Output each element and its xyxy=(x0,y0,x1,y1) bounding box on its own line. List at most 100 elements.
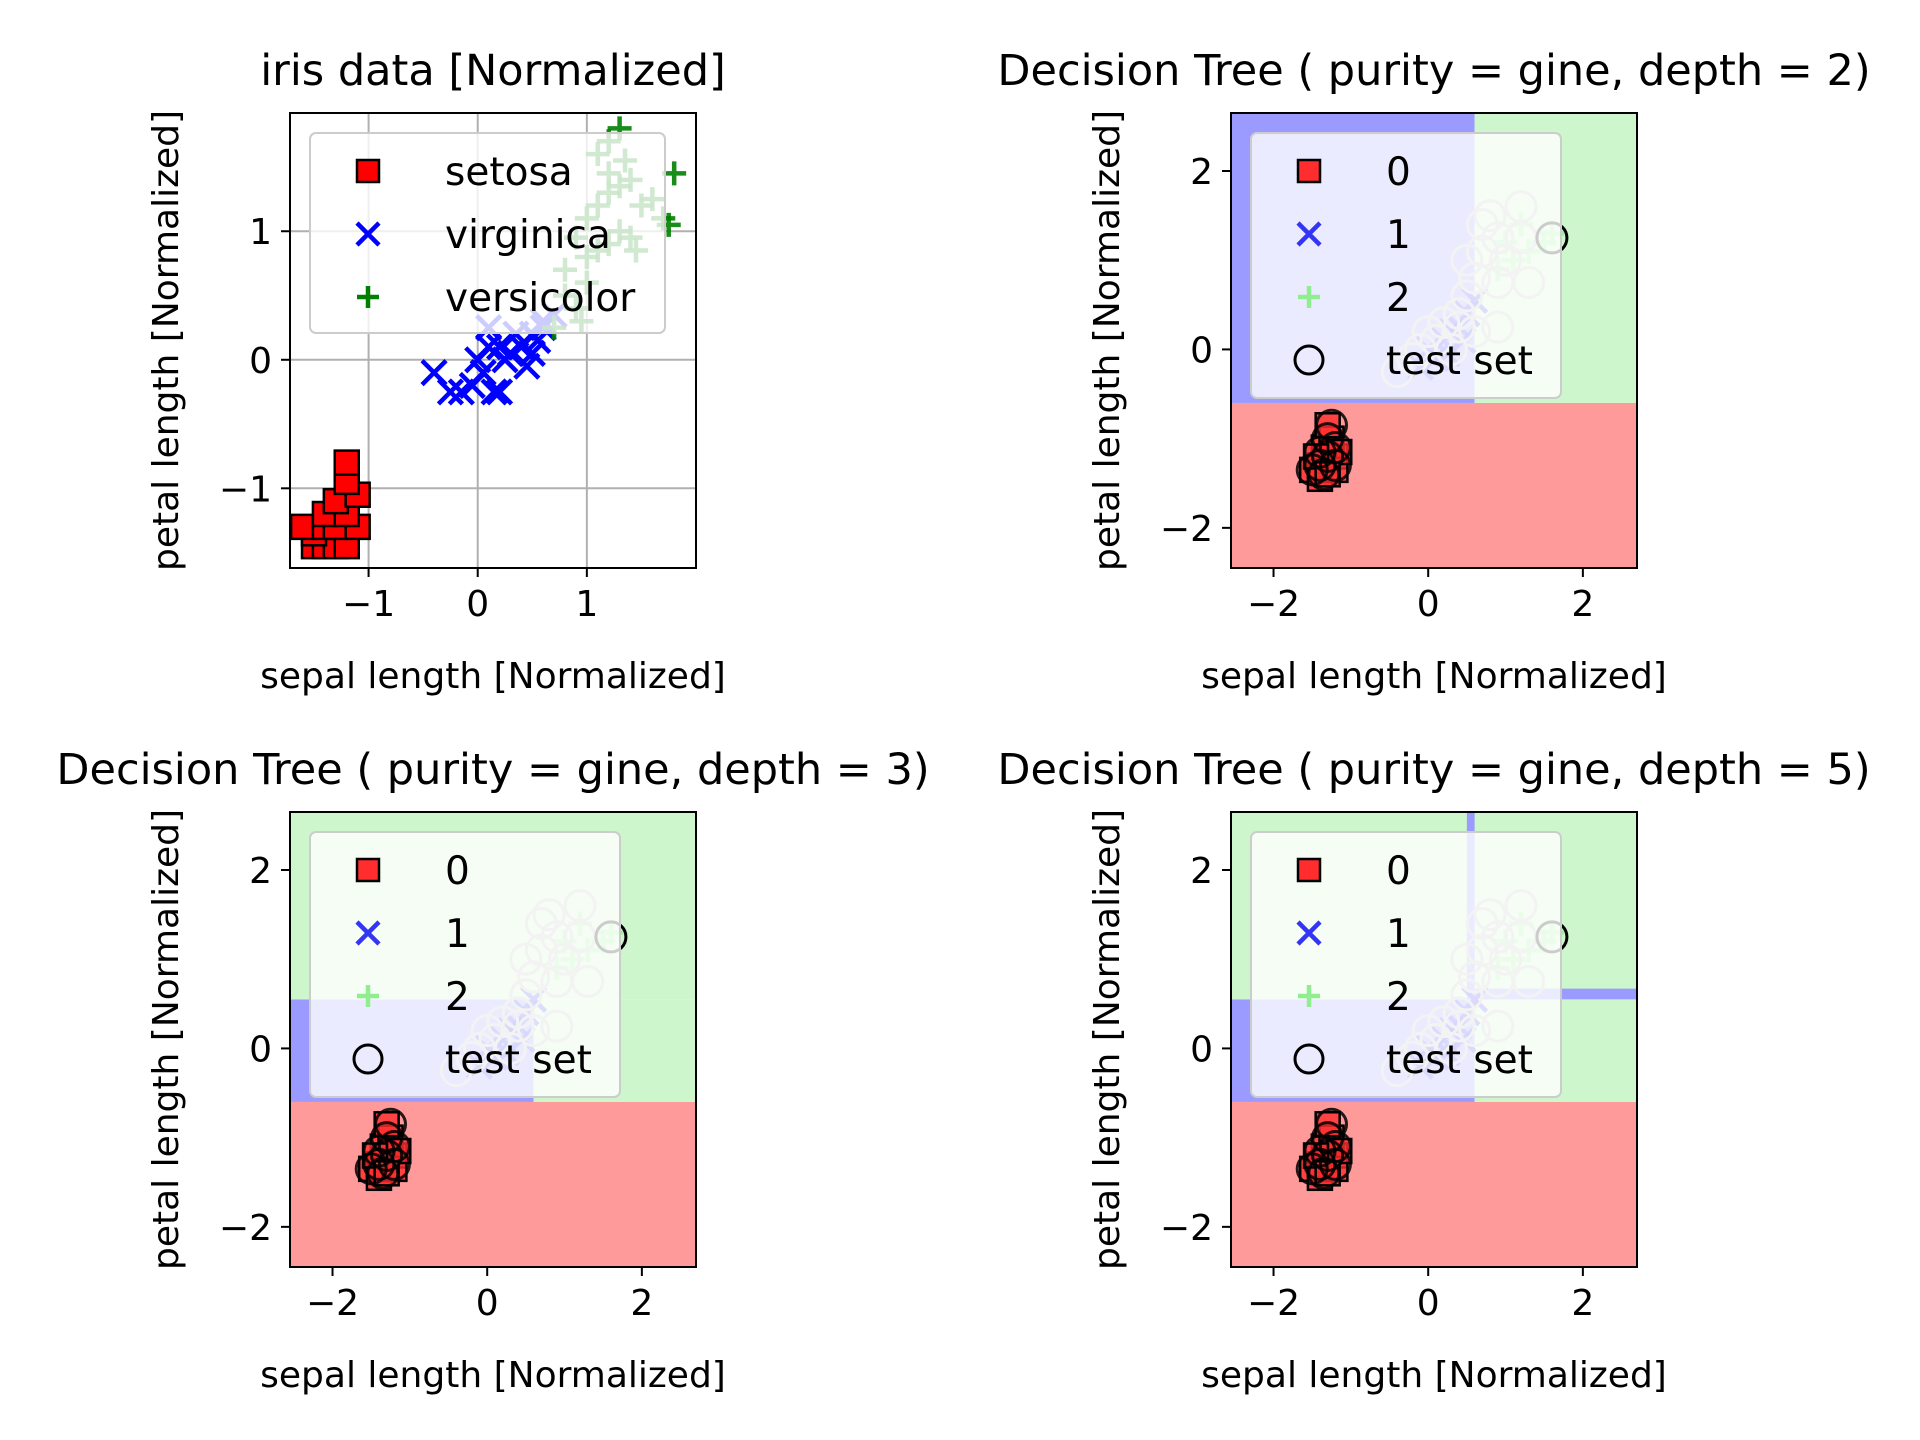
legend-label: versicolor xyxy=(445,276,636,321)
y-tick-label: −2 xyxy=(1160,1208,1213,1249)
legend-marker xyxy=(1293,1043,1325,1075)
test-point xyxy=(1318,1130,1352,1164)
legend-marker xyxy=(355,221,381,247)
chart-title: Decision Tree ( purity = gine, depth = 5… xyxy=(997,745,1870,795)
y-axis-label: petal length [Normalized] xyxy=(146,809,187,1270)
legend-marker xyxy=(1296,221,1322,247)
data-point xyxy=(513,352,541,380)
y-tick-label: 2 xyxy=(249,851,272,892)
y-tick-label: −2 xyxy=(1160,509,1213,550)
legend-marker xyxy=(1298,985,1320,1007)
legend-label: 0 xyxy=(1386,849,1411,894)
decision-region-0 xyxy=(1231,402,1637,568)
legend-marker xyxy=(1296,857,1322,883)
x-tick-label: −1 xyxy=(342,584,395,625)
legend-label: 1 xyxy=(1386,213,1411,258)
x-tick-label: −2 xyxy=(306,1283,359,1324)
decision-region-0 xyxy=(290,1101,696,1267)
y-tick-label: 0 xyxy=(1190,1029,1213,1070)
chart-panel-2: 0 1 2 test set −2 0 2 −2 0 2 sepal length [Normali… xyxy=(997,46,1870,697)
x-axis-label: sepal length [Normalized] xyxy=(260,656,726,697)
legend: 0 1 2 test set xyxy=(1250,132,1562,399)
test-point xyxy=(1318,448,1352,482)
legend-label: 1 xyxy=(445,912,470,957)
legend-label: test set xyxy=(445,1038,592,1083)
x-tick-label: 2 xyxy=(630,1283,653,1324)
legend-label: 0 xyxy=(1386,150,1411,195)
test-point xyxy=(1318,431,1352,465)
legend: 0 1 2 test set xyxy=(1250,831,1562,1098)
y-tick-label: 0 xyxy=(249,341,272,382)
x-axis-label: sepal length [Normalized] xyxy=(1201,1355,1667,1396)
data-point xyxy=(662,161,687,186)
test-point xyxy=(1307,457,1341,491)
legend-label: 2 xyxy=(445,975,470,1020)
y-tick-label: 1 xyxy=(249,212,272,253)
x-tick-label: 2 xyxy=(1571,584,1594,625)
legend-marker xyxy=(1293,344,1325,376)
legend-marker xyxy=(355,857,381,883)
x-tick-label: 0 xyxy=(1417,1283,1440,1324)
axes-frame xyxy=(289,811,697,1268)
test-point xyxy=(366,1156,400,1190)
y-axis-label: petal length [Normalized] xyxy=(1087,809,1128,1270)
y-axis-label: petal length [Normalized] xyxy=(146,110,187,571)
legend-label: virginica xyxy=(445,213,611,258)
chart-panel-1: setosa virginica versicolor −1 0 1 −1 0 1 sepal l… xyxy=(146,46,726,697)
y-tick-label: 2 xyxy=(1190,851,1213,892)
legend: 0 1 2 test set xyxy=(309,831,621,1098)
legend-marker xyxy=(1296,158,1322,184)
legend-marker xyxy=(352,1043,384,1075)
legend-label: 2 xyxy=(1386,276,1411,321)
legend-label: 0 xyxy=(445,849,470,894)
legend-box xyxy=(309,831,621,1098)
chart-panel-3: 0 1 2 test set −2 0 2 −2 0 2 sepal length [Normali… xyxy=(56,745,929,1396)
x-tick-label: 0 xyxy=(466,584,489,625)
chart-title: Decision Tree ( purity = gine, depth = 2… xyxy=(997,46,1870,96)
data-point xyxy=(485,333,514,361)
test-point xyxy=(1315,1107,1349,1141)
chart-title: Decision Tree ( purity = gine, depth = 3… xyxy=(56,745,929,795)
legend-label: setosa xyxy=(445,150,573,195)
legend-label: 2 xyxy=(1386,975,1411,1020)
data-point xyxy=(436,378,465,406)
legend-label: test set xyxy=(1386,1038,1533,1083)
y-tick-label: 2 xyxy=(1190,152,1213,193)
legend-box xyxy=(1250,132,1562,399)
x-tick-label: 0 xyxy=(476,1283,499,1324)
legend: setosa virginica versicolor xyxy=(309,132,666,334)
test-point xyxy=(1311,1138,1345,1172)
x-axis-label: sepal length [Normalized] xyxy=(260,1355,726,1396)
x-tick-label: −2 xyxy=(1247,584,1300,625)
data-point xyxy=(333,449,361,476)
axes-frame xyxy=(289,112,697,569)
legend-box xyxy=(1250,831,1562,1098)
legend-label: test set xyxy=(1386,339,1533,384)
chart-panel-4: 0 1 2 test set −2 0 2 −2 0 2 sepal length [Normali… xyxy=(997,745,1870,1396)
legend-marker xyxy=(1298,286,1320,308)
test-point xyxy=(374,1107,408,1141)
x-tick-label: 1 xyxy=(575,584,598,625)
data-point xyxy=(480,378,508,406)
decision-region-0 xyxy=(1231,1101,1637,1267)
legend-box xyxy=(309,132,666,334)
y-tick-label: 0 xyxy=(249,1029,272,1070)
axes-frame xyxy=(1230,811,1638,1268)
data-point xyxy=(485,378,514,406)
y-tick-label: −2 xyxy=(219,1208,272,1249)
test-point xyxy=(1315,408,1349,442)
test-point xyxy=(1311,439,1345,473)
x-tick-label: 0 xyxy=(1417,584,1440,625)
chart-title: iris data [Normalized] xyxy=(260,46,726,96)
y-tick-label: 0 xyxy=(1190,330,1213,371)
y-axis-label: petal length [Normalized] xyxy=(1087,110,1128,571)
legend-marker xyxy=(1296,920,1322,946)
test-point xyxy=(377,1147,411,1181)
data-point xyxy=(290,513,317,541)
y-tick-label: −1 xyxy=(219,469,272,510)
legend-label: 1 xyxy=(1386,912,1411,957)
legend-marker xyxy=(355,920,381,946)
test-point xyxy=(370,1138,404,1172)
legend-marker xyxy=(357,286,379,308)
